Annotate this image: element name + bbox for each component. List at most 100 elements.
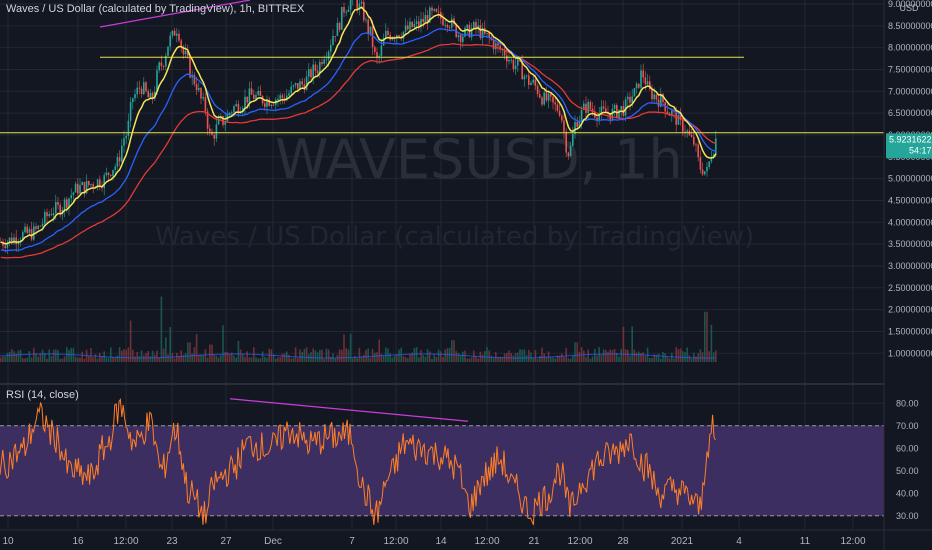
volume-bar [272, 354, 275, 362]
volume-bar [266, 357, 268, 362]
volume-bar [651, 357, 653, 362]
rsi-title: RSI (14, close) [6, 389, 79, 401]
volume-bar [303, 349, 306, 362]
candle [602, 100, 605, 111]
candle [649, 75, 651, 91]
candle [195, 76, 198, 96]
candle [495, 37, 497, 55]
volume-bar [453, 340, 455, 362]
candle [424, 7, 427, 23]
volume-bar [110, 347, 112, 362]
candle [116, 153, 119, 170]
trendline-rsi[interactable] [229, 398, 469, 422]
volume-bar [398, 349, 400, 362]
volume-bar [319, 349, 321, 362]
candle [512, 55, 515, 73]
volume-bar [292, 357, 295, 362]
volume-bar [649, 357, 651, 362]
time-tick-label: 27 [220, 536, 232, 547]
candle [200, 86, 202, 105]
volume-bar [321, 349, 323, 362]
volume-bar [363, 354, 365, 362]
volume-bar [250, 357, 253, 362]
volume-bar [631, 326, 633, 362]
volume-bar [74, 356, 77, 362]
volume-bar [360, 356, 363, 362]
candle [39, 225, 42, 227]
volume-bar [222, 325, 224, 362]
volume-bar [294, 347, 297, 362]
volume-bar [616, 352, 618, 362]
candle [598, 107, 600, 125]
volume-bar [242, 354, 244, 362]
volume-bar [519, 349, 521, 362]
candle [409, 17, 411, 32]
volume-bar [415, 347, 418, 362]
volume-bar [420, 349, 422, 362]
volume-bar [569, 358, 572, 362]
price-badge-countdown: 54:17 [909, 145, 932, 155]
volume-bar [283, 353, 286, 362]
volume-bar [561, 353, 563, 362]
volume-bar [217, 357, 220, 362]
candle [385, 23, 387, 39]
watermark: WAVESUSD, 1h Waves / US Dollar (calculat… [155, 128, 754, 252]
volume-bar [176, 352, 178, 362]
candle [486, 32, 488, 37]
volume-bar [640, 353, 642, 362]
candle [543, 88, 545, 106]
volume-bar [444, 349, 446, 362]
volume-bar [501, 357, 504, 362]
volume-bar [17, 350, 20, 362]
volume-bar [345, 348, 347, 362]
volume-bar [371, 348, 374, 362]
volume-bar [594, 348, 596, 362]
volume-bar [169, 327, 171, 362]
candle [585, 96, 587, 120]
candle [477, 18, 479, 34]
volume-bar [585, 356, 587, 362]
volume-bar [299, 349, 301, 362]
price-tick-label: 8.00000000 [888, 43, 932, 53]
volume-bar [618, 356, 620, 362]
candle [259, 85, 262, 97]
candle [202, 92, 204, 102]
time-tick-label: 23 [166, 536, 178, 547]
volume-bar [712, 352, 715, 362]
rsi-axis[interactable]: 80.00 70.00 60.00 50.00 40.00 30.00 [896, 398, 919, 521]
volume-bar [706, 311, 708, 362]
candle [629, 92, 631, 111]
volume-bar [290, 358, 292, 362]
candle [136, 81, 138, 99]
candle [360, 0, 363, 6]
time-tick-label: 14 [435, 536, 447, 547]
volume-bar [532, 358, 534, 362]
candle [464, 25, 466, 38]
candle [616, 103, 618, 119]
volume-bar [24, 358, 26, 362]
candle [83, 182, 86, 198]
candle [697, 141, 699, 162]
candle [442, 12, 444, 27]
volume-bar [257, 358, 259, 362]
price-axis[interactable]: USD 9.00000000 8.50000000 8.00000000 7.5000… [888, 0, 932, 358]
volume-bar [341, 349, 343, 362]
trendline-price[interactable] [99, 0, 251, 28]
time-tick-label: 11 [800, 536, 811, 547]
volume-bar [567, 358, 570, 362]
time-axis[interactable]: 10 16 12:00 23 27 Dec 7 12:00 14 12:00 21 12:00 28 20… [2, 536, 866, 547]
volume-bars [0, 296, 717, 362]
candle [437, 5, 440, 19]
candle [74, 181, 77, 193]
candle [149, 88, 152, 98]
volume-bar [349, 333, 352, 362]
volume-bar [277, 357, 279, 362]
volume-bar [589, 358, 592, 362]
candle [433, 8, 435, 13]
volume-bar [686, 347, 688, 362]
candle [167, 46, 169, 57]
volume-bar [118, 347, 121, 362]
volume-bar [63, 356, 66, 362]
volume-bar [426, 349, 429, 362]
